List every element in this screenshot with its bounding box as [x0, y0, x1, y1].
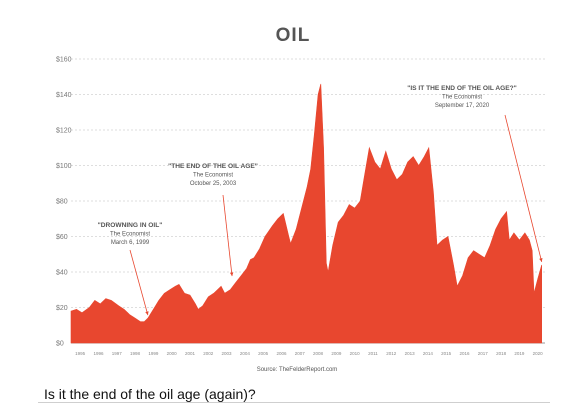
y-tick-label: $80: [56, 199, 68, 206]
x-tick-label: 2007: [295, 351, 306, 356]
annotation-arrowhead: [539, 257, 543, 262]
annotation-arrow: [504, 114, 543, 262]
x-tick-label: 1999: [148, 351, 159, 356]
y-tick-label: $60: [56, 234, 68, 241]
annotation-arrowhead: [145, 311, 149, 316]
x-tick-label: 2002: [203, 351, 214, 356]
annotation-text: The Economist: [110, 232, 150, 238]
y-tick-label: $0: [56, 341, 64, 348]
annotation-arrow: [222, 194, 233, 277]
x-tick-label: 2019: [514, 351, 525, 356]
x-tick-label: 2015: [441, 351, 452, 356]
annotation-text: March 6, 1999: [111, 240, 150, 246]
x-tick-label: 1997: [112, 351, 123, 356]
y-tick-label: $100: [56, 163, 72, 170]
x-tick-label: 2001: [185, 351, 196, 356]
x-tick-label: 2011: [368, 351, 378, 356]
annotation-arrowhead: [229, 272, 234, 277]
y-tick-label: $160: [56, 57, 72, 64]
annotation-text: "IS IT THE END OF THE OIL AGE?": [407, 85, 517, 92]
x-tick-label: 2020: [533, 351, 544, 356]
annotation-text: October 25, 2003: [190, 181, 237, 187]
x-tick-label: 2013: [405, 351, 416, 356]
caption-rule: [38, 402, 550, 403]
x-tick-label: 2000: [167, 351, 178, 356]
y-tick-label: $20: [56, 305, 68, 312]
x-tick-label: 2003: [222, 351, 233, 356]
annotation-text: "DROWNING IN OIL": [98, 222, 163, 229]
x-tick-label: 2016: [459, 351, 470, 356]
x-tick-label: 2005: [258, 351, 269, 356]
x-tick-label: 2017: [478, 351, 489, 356]
x-tick-label: 2014: [423, 351, 434, 356]
x-tick-label: 2004: [240, 351, 251, 356]
x-tick-label: 2009: [331, 351, 342, 356]
x-tick-label: 2012: [386, 351, 397, 356]
chart-title: OIL: [276, 25, 311, 46]
x-tick-label: 2018: [496, 351, 507, 356]
oil-price-area: [70, 83, 542, 344]
annotation-text: September 17, 2020: [435, 103, 490, 109]
annotation-text: The Economist: [193, 173, 233, 179]
annotation-text: "THE END OF THE OIL AGE": [168, 163, 258, 170]
x-tick-label: 1996: [93, 351, 104, 356]
y-tick-label: $120: [56, 128, 72, 135]
annotation-arrow: [129, 249, 149, 316]
y-tick-label: $140: [56, 92, 72, 99]
chart-source: Source: TheFelderReport.com: [257, 367, 338, 373]
x-tick-label: 1995: [75, 351, 86, 356]
caption: Is it the end of the oil age (again)?: [44, 386, 256, 402]
x-tick-label: 1998: [130, 351, 141, 356]
x-tick-label: 2008: [313, 351, 324, 356]
x-tick-label: 2010: [350, 351, 361, 356]
y-tick-label: $40: [56, 270, 68, 277]
annotation-text: The Economist: [442, 95, 482, 101]
x-tick-label: 2006: [276, 351, 287, 356]
oil-chart: OIL $0 $20 $40 $60 $80 $100 $120 $140 $160 1995 199…: [56, 25, 545, 373]
